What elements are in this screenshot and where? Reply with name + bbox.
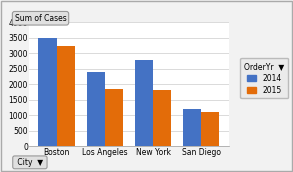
Legend: 2014, 2015: 2014, 2015 xyxy=(240,58,288,98)
Bar xyxy=(153,90,171,146)
Bar xyxy=(201,112,219,146)
Bar xyxy=(86,72,105,146)
Bar xyxy=(135,60,153,146)
Bar xyxy=(183,109,201,146)
Text: City  ▼: City ▼ xyxy=(15,158,45,167)
Bar xyxy=(105,89,123,146)
Bar xyxy=(57,46,75,146)
Bar xyxy=(38,38,57,146)
Text: Sum of Cases: Sum of Cases xyxy=(15,14,67,23)
